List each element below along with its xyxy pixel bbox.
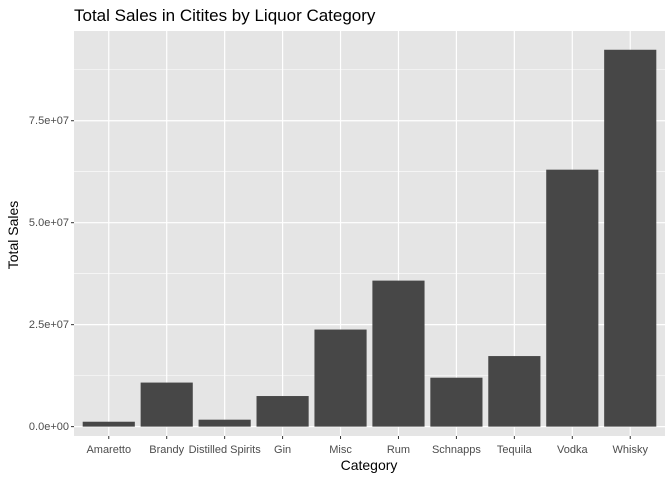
x-tick-label: Whisky	[613, 444, 649, 456]
x-axis: Amaretto Brandy Distilled Spirits Gin Misc Ru…	[86, 436, 648, 456]
bar-vodka	[546, 169, 599, 427]
bar-tequila	[488, 356, 541, 427]
chart-title: Total Sales in Citites by Liquor Categor…	[74, 6, 376, 25]
y-tick-label: 5.0e+07	[29, 217, 69, 229]
y-axis-title: Total Sales	[5, 201, 21, 269]
x-tick-label: Distilled Spirits	[189, 444, 262, 456]
x-tick-label: Misc	[329, 444, 352, 456]
x-axis-title: Category	[341, 457, 398, 473]
y-tick-label: 7.5e+07	[29, 115, 69, 127]
bar-gin	[256, 396, 309, 427]
x-tick-label: Rum	[387, 444, 410, 456]
bar-schnapps	[430, 377, 483, 427]
y-tick-label: 2.5e+07	[29, 319, 69, 331]
bar-brandy	[140, 382, 193, 427]
bar-misc	[314, 329, 367, 427]
y-tick-label: 0.0e+00	[29, 421, 69, 433]
x-tick-label: Amaretto	[86, 444, 131, 456]
x-tick-label: Gin	[274, 444, 291, 456]
x-tick-label: Vodka	[557, 444, 588, 456]
major-gridlines	[74, 31, 665, 436]
bar-amaretto	[82, 421, 135, 427]
x-tick-label: Schnapps	[432, 444, 481, 456]
bar-distilled-spirits	[198, 419, 251, 427]
bar-whisky	[604, 49, 657, 427]
y-axis: 0.0e+00 2.5e+07 5.0e+07 7.5e+07	[29, 115, 74, 433]
x-tick-label: Tequila	[497, 444, 533, 456]
bar-rum	[372, 280, 425, 427]
x-tick-label: Brandy	[149, 444, 184, 456]
bars	[82, 49, 657, 427]
